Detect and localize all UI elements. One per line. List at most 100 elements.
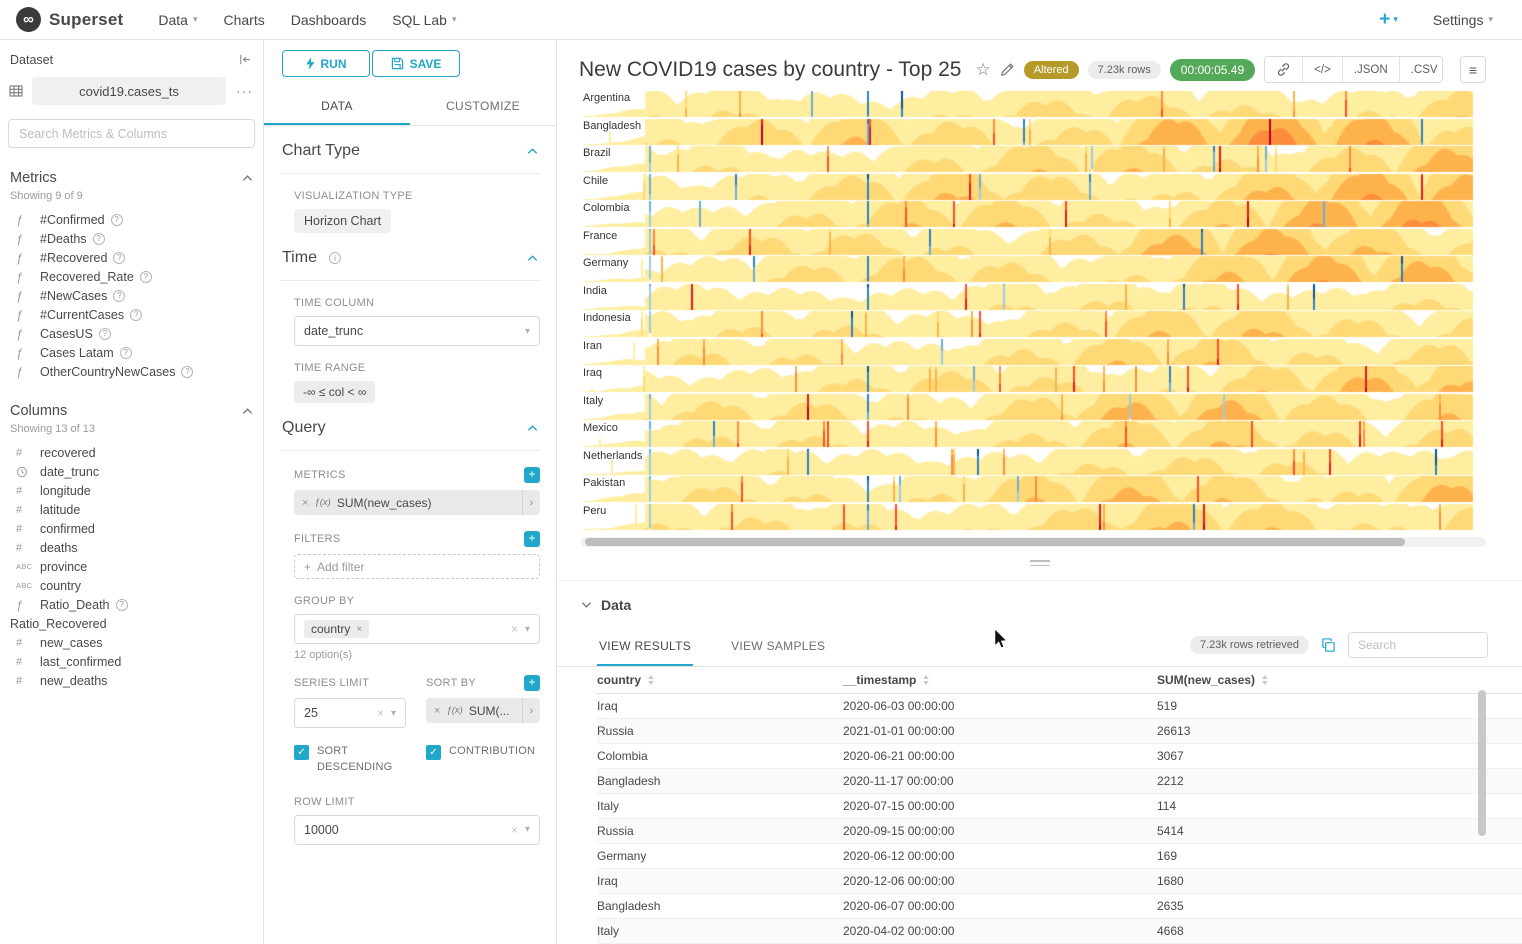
export-csv-button[interactable]: .CSV (1398, 57, 1442, 82)
table-row[interactable]: Bangladesh 2020-11-17 00:00:00 2212 (597, 769, 1522, 794)
tab-customize[interactable]: CUSTOMIZE (445, 99, 521, 113)
row-limit-select[interactable]: 10000 × ▾ (294, 814, 540, 845)
section-time[interactable]: Time i (280, 233, 540, 281)
chart-menu-button[interactable]: ≡ (1459, 56, 1486, 83)
horizontal-scrollbar[interactable] (581, 537, 1486, 547)
time-range-value[interactable]: -∞ ≤ col < ∞ (294, 381, 376, 403)
group-by-tag[interactable]: country × (304, 620, 370, 638)
add-metric-button[interactable]: + (524, 467, 540, 483)
group-by-select[interactable]: country × × ▾ (294, 614, 540, 644)
collapse-panel-icon[interactable] (238, 52, 253, 67)
run-button[interactable]: RUN (282, 50, 370, 77)
metric-item[interactable]: ƒ Cases Latam? (8, 343, 255, 362)
table-row[interactable]: Iraq 2020-06-03 00:00:00 519 (597, 694, 1522, 719)
metric-pill[interactable]: × ƒ(x) SUM(new_cases) › (294, 490, 540, 515)
save-button[interactable]: SAVE (372, 50, 460, 77)
tab-view-samples[interactable]: VIEW SAMPLES (731, 639, 826, 653)
search-metrics-input[interactable] (8, 119, 255, 148)
sort-descending-checkbox[interactable]: ✓ SORT DESCENDING (294, 744, 406, 776)
column-item[interactable]: # last_confirmed (16, 654, 122, 669)
chevron-right-icon[interactable]: › (522, 698, 540, 723)
table-row[interactable]: Russia 2020-09-15 00:00:00 5414 (597, 819, 1522, 844)
metric-item[interactable]: ƒ OtherCountryNewCases? (8, 362, 255, 381)
table-row[interactable]: Italy 2020-07-15 00:00:00 114 (597, 794, 1522, 819)
table-row[interactable]: Russia 2021-01-01 00:00:00 26613 (597, 719, 1522, 744)
clear-icon[interactable]: × (510, 622, 518, 636)
chevron-up-icon[interactable] (242, 407, 253, 415)
time-column-select[interactable]: date_trunc ▾ (294, 316, 540, 346)
chevron-right-icon[interactable]: › (522, 490, 540, 515)
metric-item[interactable]: ƒ #Recovered? (8, 248, 255, 267)
add-sort-button[interactable]: + (524, 675, 540, 691)
view-query-button[interactable]: </> (1302, 57, 1342, 82)
column-item[interactable]: ABC country (16, 578, 81, 593)
column-item[interactable]: # recovered (16, 445, 96, 460)
scrollbar-thumb[interactable] (585, 538, 1405, 546)
vertical-scrollbar[interactable] (1478, 690, 1486, 836)
tab-view-results[interactable]: VIEW RESULTS (597, 629, 694, 666)
metric-item[interactable]: ƒ Recovered_Rate? (8, 267, 255, 286)
column-item[interactable]: Ratio_Recovered (10, 616, 107, 631)
column-item[interactable]: # new_cases (16, 635, 103, 650)
column-item[interactable]: # confirmed (16, 521, 95, 536)
horizon-row-label: Italy (583, 395, 604, 407)
nav-item-charts[interactable]: Charts (223, 11, 265, 28)
nav-item-data[interactable]: Data ▾ (158, 11, 198, 28)
remove-icon[interactable]: × (302, 496, 309, 509)
metric-item[interactable]: ƒ #Deaths? (8, 229, 255, 248)
metric-item[interactable]: ƒ #Confirmed? (8, 210, 255, 229)
dataset-name[interactable]: covid19.cases_ts (32, 77, 226, 105)
copy-link-button[interactable] (1265, 57, 1302, 82)
remove-icon[interactable]: × (356, 623, 363, 635)
tab-data[interactable]: DATA (264, 89, 410, 125)
nav-item-sql-lab[interactable]: SQL Lab ▾ (392, 11, 457, 28)
data-panel-header[interactable]: Data (557, 581, 1522, 613)
favorite-star-icon[interactable]: ☆ (975, 59, 991, 79)
chevron-up-icon[interactable] (242, 174, 253, 182)
results-search-input[interactable] (1348, 632, 1488, 658)
column-item[interactable]: # deaths (16, 540, 78, 555)
chevron-up-icon (527, 255, 538, 261)
settings-menu[interactable]: Settings ▾ (1432, 11, 1493, 28)
column-header[interactable]: SUM(new_cases) (1157, 667, 1522, 693)
table-row[interactable]: Colombia 2020-06-21 00:00:00 3067 (597, 744, 1522, 769)
copy-icon[interactable] (1321, 637, 1336, 653)
column-header[interactable]: __timestamp (843, 667, 1157, 693)
table-row[interactable]: Italy 2020-04-02 00:00:00 4668 (597, 919, 1522, 944)
section-query[interactable]: Query (280, 403, 540, 451)
export-json-button[interactable]: .JSON (1341, 57, 1399, 82)
remove-icon[interactable]: × (434, 704, 441, 717)
column-item[interactable]: ƒ Ratio_Death? (8, 595, 255, 614)
column-item[interactable]: date_trunc (8, 462, 255, 481)
clear-icon[interactable]: × (510, 822, 518, 837)
metric-item[interactable]: ƒ #NewCases? (8, 286, 255, 305)
column-item[interactable]: # longitude (16, 483, 91, 498)
altered-badge[interactable]: Altered (1023, 60, 1079, 79)
add-filter-button[interactable]: + (524, 531, 540, 547)
dataset-more-button[interactable]: ··· (236, 83, 253, 99)
superset-logo[interactable]: ∞ Superset (16, 7, 123, 32)
add-filter-box[interactable]: + Add filter (294, 554, 540, 579)
sort-by-pill[interactable]: × ƒ(x) SUM(... › (426, 698, 540, 723)
nav-item-dashboards[interactable]: Dashboards (290, 11, 367, 28)
section-chart-type[interactable]: Chart Type (280, 126, 540, 174)
viz-type-value[interactable]: Horizon Chart (294, 209, 392, 233)
new-button[interactable]: + ▾ (1379, 9, 1398, 31)
clear-icon[interactable]: × (376, 706, 384, 720)
column-item[interactable]: ABC province (16, 559, 88, 574)
horizon-row-label: Colombia (583, 202, 630, 214)
horizon-canvas[interactable] (581, 91, 1474, 531)
edit-pencil-icon[interactable] (1000, 62, 1015, 77)
horizon-row-label: Pakistan (583, 477, 626, 489)
column-header[interactable]: country (597, 667, 843, 693)
metric-item[interactable]: ƒ CasesUS? (8, 324, 255, 343)
metric-item[interactable]: ƒ #CurrentCases? (8, 305, 255, 324)
panel-resize-handle[interactable] (1028, 560, 1052, 566)
table-row[interactable]: Iraq 2020-12-06 00:00:00 1680 (597, 869, 1522, 894)
table-row[interactable]: Germany 2020-06-12 00:00:00 169 (597, 844, 1522, 869)
column-item[interactable]: # latitude (16, 502, 81, 517)
column-item[interactable]: # new_deaths (16, 673, 108, 688)
series-limit-select[interactable]: 25 × ▾ (294, 698, 406, 728)
contribution-checkbox[interactable]: ✓ CONTRIBUTION (426, 744, 540, 776)
table-row[interactable]: Bangladesh 2020-06-07 00:00:00 2635 (597, 894, 1522, 919)
